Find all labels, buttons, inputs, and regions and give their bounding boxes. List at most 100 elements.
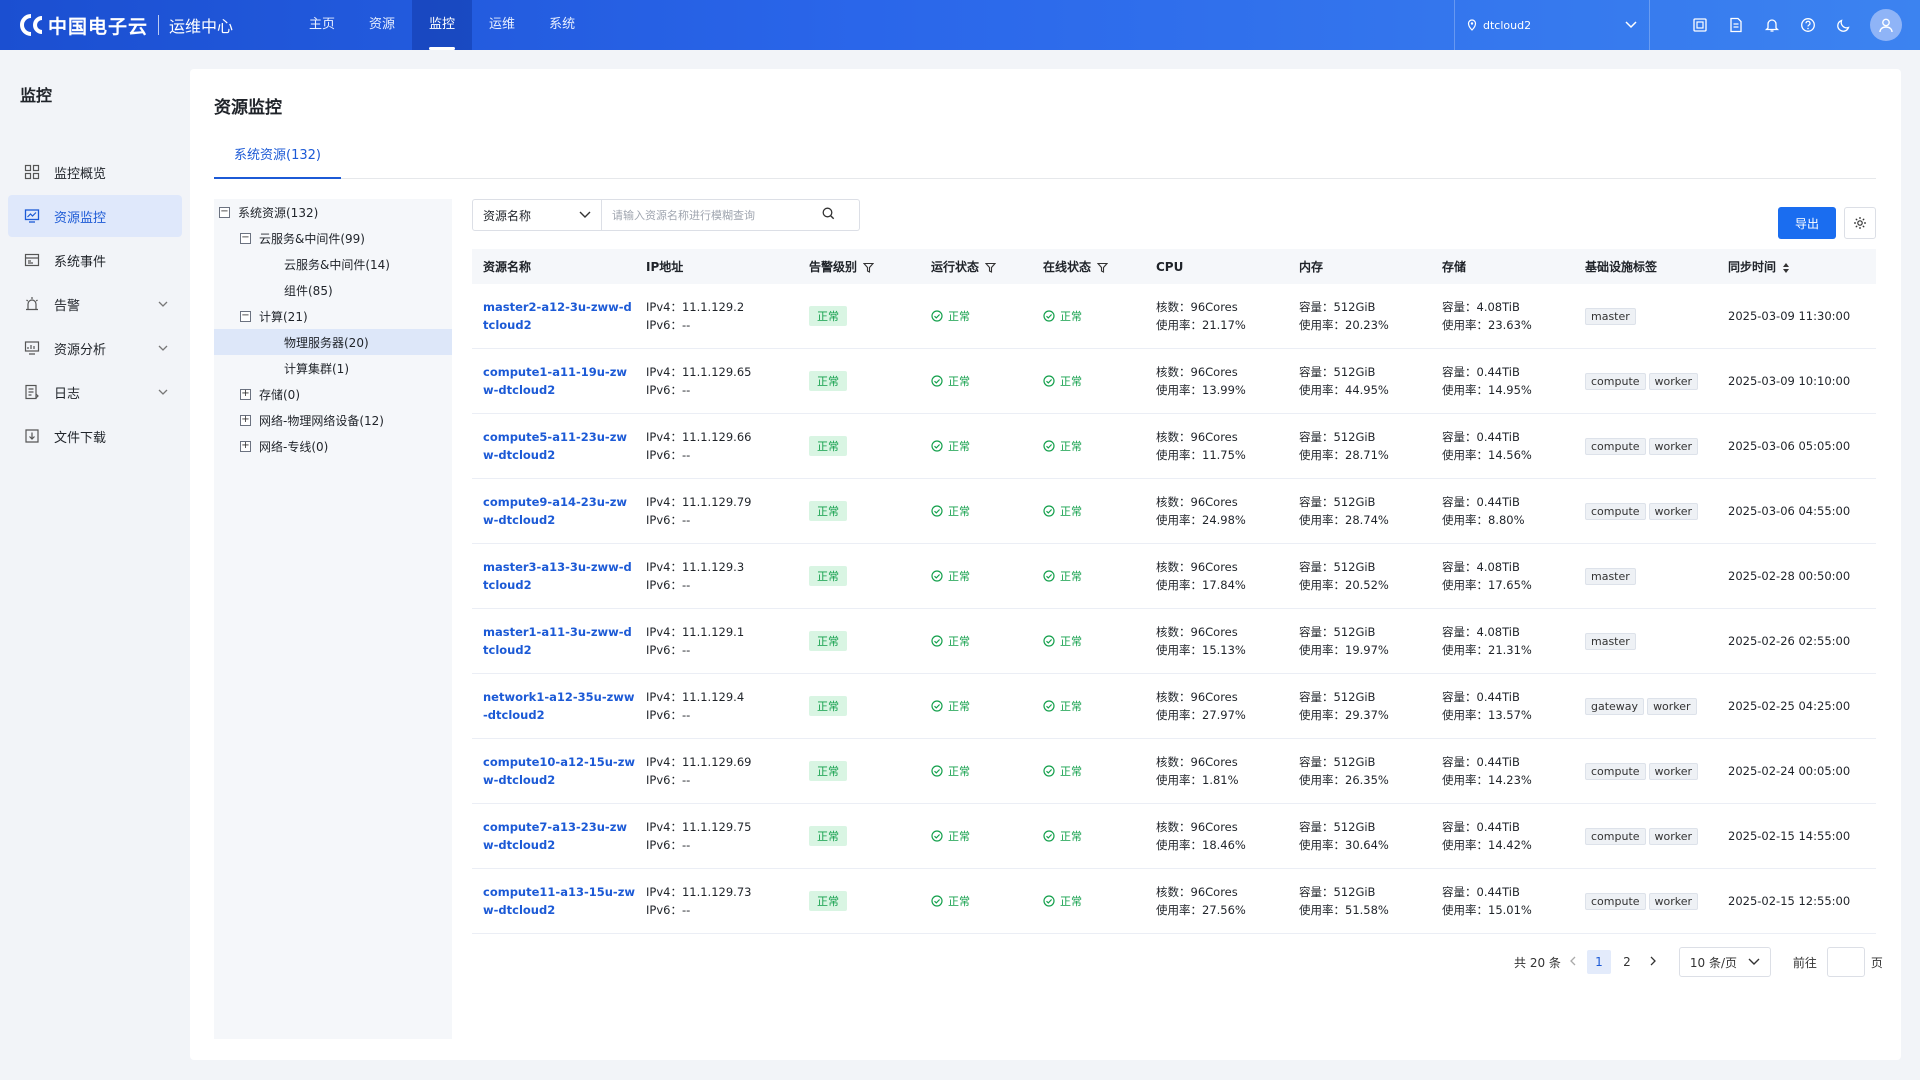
resource-name-link[interactable]: master3-a13-3u-zww-dtcloud2 [483, 560, 632, 592]
tree-toggle-icon[interactable]: − [240, 232, 251, 244]
page-number[interactable]: 2 [1623, 955, 1631, 969]
disk-usage: 13.57% [1488, 708, 1532, 722]
disk-usage: 23.63% [1488, 318, 1532, 332]
usage-label: 使用率： [1156, 318, 1202, 332]
top-nav-item[interactable]: 运维 [489, 17, 516, 32]
user-avatar[interactable] [1870, 9, 1902, 41]
next-page-icon[interactable] [1649, 955, 1657, 969]
resource-name-link[interactable]: compute5-a11-23u-zww-dtcloud2 [483, 430, 628, 462]
cpu-cores: 96Cores [1190, 885, 1238, 899]
cores-label: 核数： [1156, 625, 1191, 639]
usage-label: 使用率： [1156, 773, 1202, 787]
tree-toggle-icon[interactable]: − [219, 206, 230, 218]
document-icon[interactable] [1718, 0, 1754, 50]
infra-tag: compute [1585, 892, 1646, 910]
sidebar-item[interactable]: 资源分析 [8, 327, 182, 369]
alarm-level-badge: 正常 [809, 761, 847, 781]
resource-name-link[interactable]: master1-a11-3u-zww-dtcloud2 [483, 625, 632, 657]
column-header[interactable]: 运行状态 [920, 258, 1032, 275]
run-status: 正常 [931, 373, 1032, 389]
sidebar-item[interactable]: 系统事件 [8, 239, 182, 281]
filter-icon[interactable] [985, 262, 997, 273]
resource-name-link[interactable]: compute11-a13-15u-zww-dtcloud2 [483, 885, 635, 917]
resource-name-link[interactable]: network1-a12-35u-zww-dtcloud2 [483, 690, 635, 722]
top-nav-item[interactable]: 监控 [412, 0, 473, 50]
tenant-selector[interactable]: dtcloud2 [1454, 0, 1650, 50]
disk-usage: 14.95% [1488, 383, 1532, 397]
filter-icon[interactable] [863, 262, 875, 273]
tree-node[interactable]: 计算集群(1) [214, 355, 452, 381]
tree-node[interactable]: + 网络-物理网络设备(12) [214, 407, 452, 433]
tree-node[interactable]: 物理服务器(20) [214, 329, 452, 355]
resource-name-link[interactable]: compute9-a14-23u-zww-dtcloud2 [483, 495, 628, 527]
mem-usage: 20.52% [1345, 578, 1389, 592]
infra-tag: worker [1648, 892, 1699, 910]
page-size-select[interactable]: 10 条/页 [1678, 947, 1771, 977]
resource-name-link[interactable]: compute10-a12-15u-zww-dtcloud2 [483, 755, 635, 787]
search-input[interactable] [612, 208, 822, 222]
tree-node[interactable]: − 云服务&中间件(99) [214, 225, 452, 251]
sidebar-item[interactable]: 资源监控 [8, 195, 182, 237]
monitor-chart-icon [22, 206, 42, 226]
column-settings-button[interactable] [1844, 207, 1876, 239]
cpu-cores: 96Cores [1190, 690, 1238, 704]
goto-page-input[interactable] [1826, 947, 1865, 977]
cpu-usage: 17.84% [1202, 578, 1246, 592]
tree-node[interactable]: − 系统资源(132) [214, 199, 452, 225]
usage-label: 使用率： [1299, 513, 1345, 527]
tree-toggle-icon[interactable]: + [240, 388, 251, 400]
prev-page-icon[interactable] [1569, 955, 1577, 969]
tree-node[interactable]: + 存储(0) [214, 381, 452, 407]
sidebar-item[interactable]: 日志 [8, 371, 182, 413]
online-status-text: 正常 [1060, 440, 1082, 453]
usage-label: 使用率： [1299, 383, 1345, 397]
tree-toggle-icon[interactable]: + [240, 414, 251, 426]
sidebar-item[interactable]: 文件下载 [8, 415, 182, 457]
mem-capacity: 512GiB [1333, 625, 1376, 639]
tab-system-resources[interactable]: 系统资源(132) [214, 133, 341, 179]
bell-icon[interactable] [1754, 0, 1790, 50]
tree-node[interactable]: + 网络-专线(0) [214, 433, 452, 459]
top-nav-item[interactable]: 资源 [369, 17, 396, 32]
tree-node[interactable]: 组件(85) [214, 277, 452, 303]
sort-icon[interactable] [1782, 262, 1790, 274]
sidebar-item[interactable]: 告警 [8, 283, 182, 325]
moon-icon[interactable] [1826, 0, 1862, 50]
screen-icon[interactable] [1682, 0, 1718, 50]
ipv4-value: 11.1.129.1 [681, 625, 745, 639]
resource-name-link[interactable]: compute7-a13-23u-zww-dtcloud2 [483, 820, 628, 852]
column-header[interactable]: 同步时间 [1717, 258, 1876, 275]
cores-label: 核数： [1156, 430, 1191, 444]
top-nav-item[interactable]: 系统 [549, 17, 576, 32]
capacity-label: 容量： [1299, 885, 1334, 899]
resource-name-link[interactable]: master2-a12-3u-zww-dtcloud2 [483, 300, 632, 332]
column-header[interactable]: 告警级别 [798, 258, 920, 275]
cpu-usage: 24.98% [1202, 513, 1246, 527]
search-icon[interactable] [822, 207, 835, 223]
ipv6-value: -- [681, 513, 691, 527]
tree-node-label: 存储(0) [259, 387, 300, 402]
column-header-label: IP地址 [646, 260, 684, 274]
sidebar-item[interactable]: 监控概览 [8, 151, 182, 193]
resource-tree: − 系统资源(132) − 云服务&中间件(99) 云服务&中间件(14) 组件(85) −… [214, 199, 452, 1039]
filter-icon[interactable] [1097, 262, 1109, 273]
ipv6-value: -- [681, 838, 691, 852]
sidebar-item-label: 资源分析 [54, 342, 107, 358]
alarm-level-badge: 正常 [809, 631, 847, 651]
tree-toggle-icon[interactable]: + [240, 440, 251, 452]
column-header: CPU [1145, 260, 1288, 274]
logo[interactable]: 中国电子云 运维中心 [18, 12, 233, 38]
export-button[interactable]: 导出 [1778, 207, 1836, 239]
page-number[interactable]: 1 [1586, 950, 1611, 974]
cores-label: 核数： [1156, 820, 1191, 834]
column-header[interactable]: 在线状态 [1032, 258, 1145, 275]
tree-node[interactable]: 云服务&中间件(14) [214, 251, 452, 277]
help-icon[interactable] [1790, 0, 1826, 50]
resource-name-link[interactable]: compute1-a11-19u-zww-dtcloud2 [483, 365, 628, 397]
tree-toggle-icon[interactable]: − [240, 310, 251, 322]
column-header-label: 内存 [1299, 260, 1324, 274]
top-nav-item[interactable]: 主页 [309, 17, 336, 32]
search-field-select[interactable]: 资源名称 [472, 199, 602, 231]
ipv4-value: 11.1.129.66 [681, 430, 752, 444]
tree-node[interactable]: − 计算(21) [214, 303, 452, 329]
